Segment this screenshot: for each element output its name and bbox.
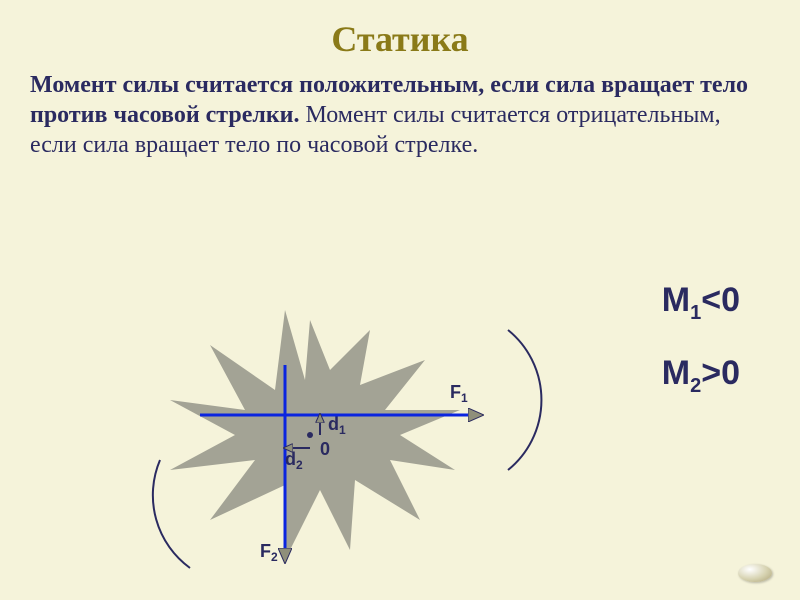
slide: Статика Момент силы считается положитель…: [0, 0, 800, 600]
arc-f1: [508, 330, 541, 470]
formula-m1: M1<0: [662, 280, 740, 325]
starburst-shape: [170, 310, 460, 560]
formula-m2: M2>0: [662, 353, 740, 398]
pivot-label: 0: [320, 439, 330, 459]
f1-label: F1: [450, 382, 468, 405]
diagram: F1 F2 d1 d2 0: [60, 260, 540, 580]
nav-button-icon[interactable]: [738, 564, 772, 582]
body-text: Момент силы считается положительным, есл…: [30, 70, 770, 160]
pivot-point: [307, 432, 313, 438]
formulas: M1<0 M2>0: [662, 280, 740, 426]
diagram-svg: F1 F2 d1 d2 0: [60, 260, 540, 580]
arc-f2: [153, 460, 190, 568]
f2-label: F2: [260, 541, 278, 564]
slide-title: Статика: [0, 18, 800, 60]
